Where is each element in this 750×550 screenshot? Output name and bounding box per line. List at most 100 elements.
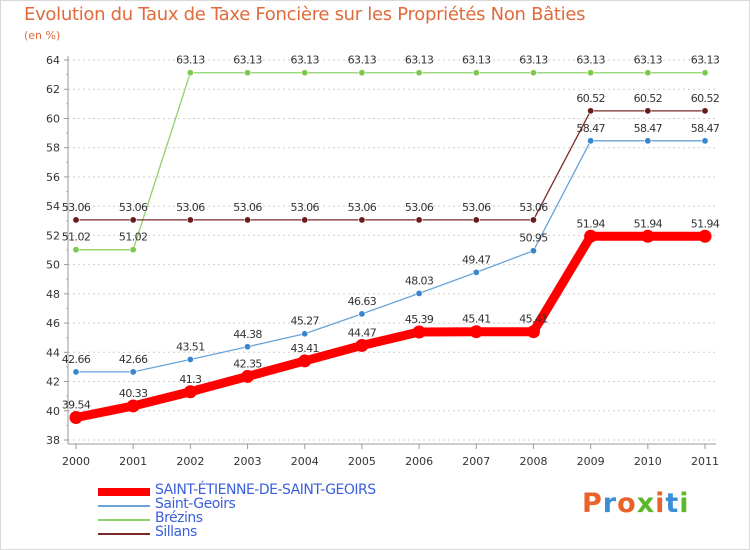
y-tick-label: 56 [46, 171, 60, 184]
data-point [472, 69, 480, 77]
data-point [415, 289, 423, 297]
data-label: 51.94 [576, 217, 605, 230]
data-label: 63.13 [290, 54, 319, 67]
data-label: 48.03 [405, 274, 434, 287]
x-tick-label: 2006 [405, 455, 433, 468]
x-tick-label: 2011 [691, 455, 719, 468]
x-tick-label: 2008 [519, 455, 547, 468]
data-point [526, 325, 540, 339]
data-label: 49.47 [462, 253, 491, 266]
data-point [701, 107, 709, 115]
y-tick-label: 42 [46, 376, 60, 389]
data-label: 60.52 [634, 92, 663, 105]
data-point [415, 216, 423, 224]
logo-letter: i [655, 488, 666, 519]
data-point [301, 69, 309, 77]
y-tick-label: 48 [46, 288, 60, 301]
data-point [72, 368, 80, 376]
legend-swatch-saint-etienne [98, 488, 150, 496]
x-tick-label: 2003 [234, 455, 262, 468]
data-point [472, 216, 480, 224]
data-point [472, 268, 480, 276]
x-tick-label: 2004 [291, 455, 319, 468]
data-point [186, 69, 194, 77]
data-point [358, 216, 366, 224]
data-point [644, 137, 652, 145]
data-point [244, 69, 252, 77]
legend-swatch-sillans [98, 533, 150, 535]
data-point [241, 369, 255, 383]
data-point [587, 107, 595, 115]
legend-label-saint-etienne: SAINT-ÉTIENNE-DE-SAINT-GEOIRS [155, 482, 376, 498]
data-point [469, 325, 483, 339]
data-point [529, 69, 537, 77]
logo-letter: x [636, 488, 656, 519]
y-tick-label: 46 [46, 317, 60, 330]
data-label: 63.13 [462, 54, 491, 67]
data-label: 42.35 [233, 357, 262, 370]
data-label: 58.47 [634, 122, 663, 135]
chart-title: Evolution du Taux de Taxe Foncière sur l… [24, 4, 586, 25]
series-line-1 [75, 140, 706, 373]
data-label: 63.13 [348, 54, 377, 67]
data-point [72, 246, 80, 254]
data-label: 63.13 [176, 54, 205, 67]
data-label: 43.41 [290, 342, 319, 355]
data-point [69, 410, 83, 424]
legend-swatch-saint-geoirs [98, 505, 150, 507]
data-label: 53.06 [348, 201, 377, 214]
data-label: 53.06 [176, 201, 205, 214]
legend-swatch-brezins [98, 519, 150, 521]
data-label: 42.66 [62, 353, 91, 366]
data-label: 63.13 [405, 54, 434, 67]
data-label: 51.02 [119, 231, 148, 244]
data-point [415, 69, 423, 77]
x-tick-label: 2009 [577, 455, 605, 468]
data-point [529, 216, 537, 224]
x-tick-label: 2001 [119, 455, 147, 468]
data-point [412, 325, 426, 339]
legend-label-saint-geoirs: Saint-Geoirs [155, 496, 236, 512]
data-label: 53.06 [405, 201, 434, 214]
logo-letter: r [602, 488, 618, 519]
data-point [298, 354, 312, 368]
data-point [72, 216, 80, 224]
data-point [698, 229, 712, 243]
data-point [244, 343, 252, 351]
data-point [129, 216, 137, 224]
data-point [587, 69, 595, 77]
data-label: 53.06 [290, 201, 319, 214]
data-point [358, 310, 366, 318]
x-tick-label: 2010 [634, 455, 662, 468]
data-point [358, 69, 366, 77]
logo-letter: t [665, 488, 680, 519]
data-point [301, 216, 309, 224]
y-tick-label: 40 [46, 405, 60, 418]
logo-letter: i [679, 488, 690, 519]
legend-label-brezins: Brézins [155, 510, 203, 526]
x-tick-label: 2002 [176, 455, 204, 468]
y-axis-unit-label: (en %) [24, 29, 61, 42]
data-label: 53.06 [233, 201, 262, 214]
data-label: 63.13 [576, 54, 605, 67]
data-label: 53.06 [462, 201, 491, 214]
y-tick-label: 64 [46, 54, 60, 67]
y-tick-label: 38 [46, 434, 60, 447]
data-label: 58.47 [691, 122, 720, 135]
data-label: 41.3 [179, 373, 202, 386]
y-tick-label: 62 [46, 83, 60, 96]
series-line-0 [71, 231, 710, 422]
x-tick-label: 2005 [348, 455, 376, 468]
data-label: 51.94 [634, 217, 663, 230]
data-label: 43.51 [176, 340, 205, 353]
data-label: 46.63 [348, 295, 377, 308]
data-point [644, 69, 652, 77]
data-label: 44.47 [348, 326, 377, 339]
series-line-2 [75, 72, 706, 251]
logo-letter: P [582, 488, 603, 519]
data-point [644, 107, 652, 115]
data-label: 63.13 [691, 54, 720, 67]
data-point [301, 330, 309, 338]
data-label: 53.06 [119, 201, 148, 214]
